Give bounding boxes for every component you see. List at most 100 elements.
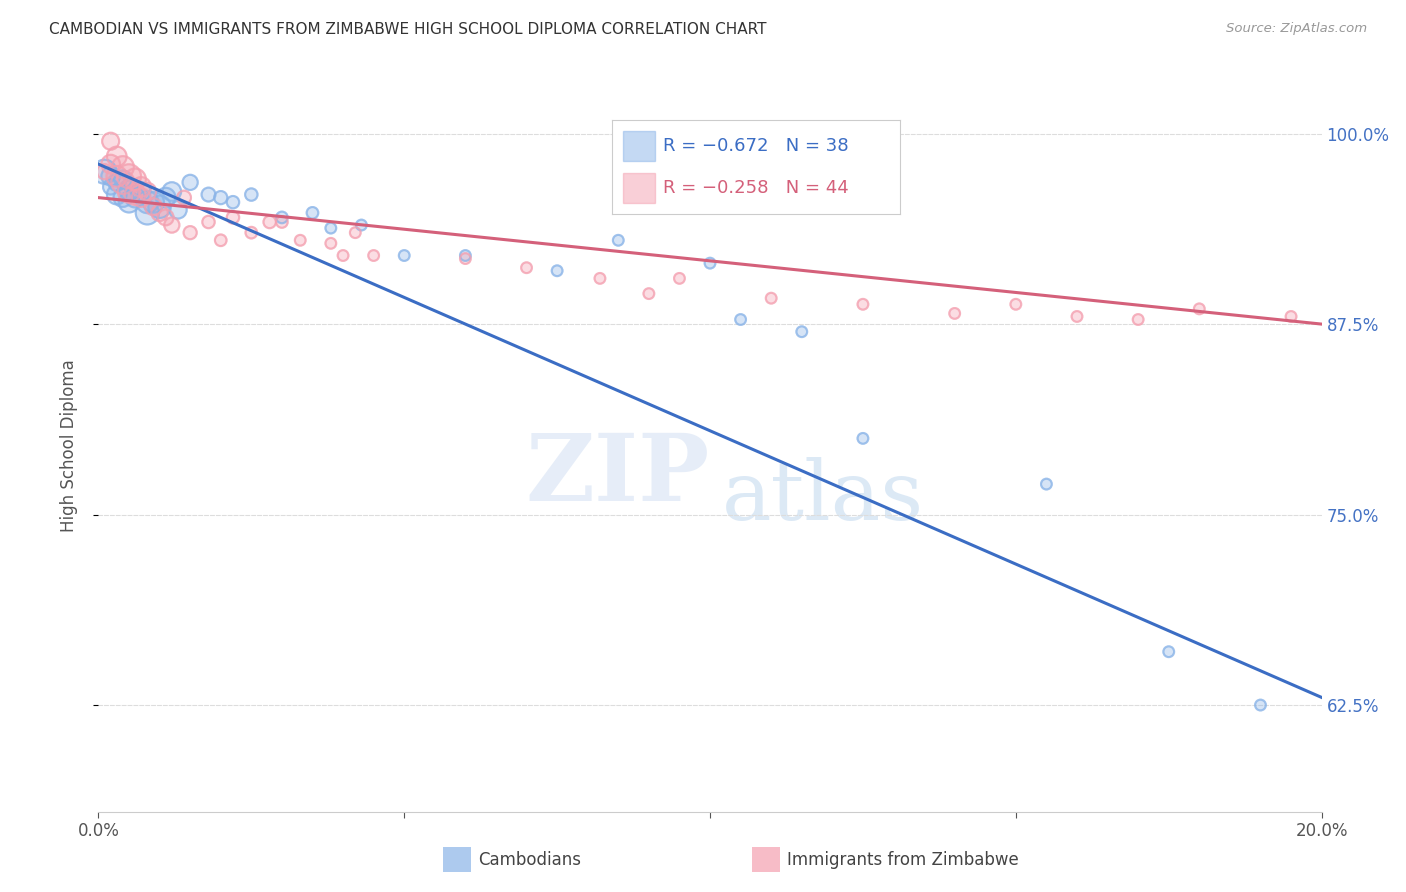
Point (301, 206, 323, 220)
Point (111, 172, 134, 186)
Point (105, 175, 128, 189)
Point (350, 218, 373, 232)
Point (516, 260, 538, 275)
Point (155, 211, 177, 225)
Point (142, 195, 165, 210)
Point (454, 252, 477, 266)
Point (852, 297, 875, 311)
Point (259, 215, 281, 229)
Point (118, 185, 141, 199)
Point (136, 185, 159, 199)
Point (105, 169, 128, 184)
Point (852, 297, 875, 311)
Point (136, 185, 159, 199)
Point (1066, 310, 1088, 324)
Point (943, 306, 966, 320)
Point (259, 215, 281, 229)
Point (589, 271, 612, 285)
Point (319, 221, 342, 235)
Point (100, 134, 122, 148)
Point (270, 211, 292, 225)
Point (209, 191, 232, 205)
Point (363, 248, 385, 262)
Point (1249, 698, 1271, 712)
Point (111, 175, 134, 189)
Point (118, 183, 141, 197)
Point (167, 202, 190, 217)
Point (668, 271, 690, 285)
Point (222, 195, 245, 210)
Point (209, 233, 232, 247)
Point (332, 248, 354, 262)
Point (111, 175, 134, 189)
Point (319, 221, 342, 235)
Point (149, 200, 172, 214)
Point (852, 431, 875, 445)
Point (173, 191, 195, 205)
Point (454, 248, 477, 262)
Point (160, 185, 183, 199)
Point (105, 169, 128, 184)
Point (129, 185, 152, 199)
Point (124, 187, 146, 202)
Point (124, 187, 146, 202)
Point (392, 248, 416, 262)
Text: Immigrants from Zimbabwe: Immigrants from Zimbabwe (787, 851, 1019, 869)
Point (270, 215, 292, 229)
Point (129, 185, 152, 199)
Point (943, 306, 966, 320)
Point (129, 180, 152, 194)
Point (546, 264, 568, 278)
Point (301, 206, 323, 220)
Point (1157, 645, 1180, 659)
Point (111, 160, 134, 174)
Point (179, 226, 201, 240)
Point (546, 264, 568, 278)
Point (270, 215, 292, 229)
Point (350, 218, 373, 232)
Bar (623, 131, 655, 161)
Point (197, 187, 219, 202)
Point (852, 431, 875, 445)
Point (179, 175, 201, 189)
Point (454, 252, 477, 266)
Y-axis label: High School Diploma: High School Diploma (59, 359, 77, 533)
Point (100, 157, 122, 171)
Point (1249, 698, 1271, 712)
Point (100, 180, 122, 194)
Point (240, 226, 263, 240)
Point (118, 169, 141, 184)
Point (1188, 301, 1211, 316)
Point (290, 233, 312, 247)
Point (270, 211, 292, 225)
Text: atlas: atlas (723, 458, 924, 537)
Point (730, 312, 752, 326)
Point (136, 195, 159, 210)
Point (637, 286, 661, 301)
Point (167, 202, 190, 217)
Point (124, 191, 146, 205)
Point (149, 206, 172, 220)
Point (607, 233, 630, 247)
Text: Source: ZipAtlas.com: Source: ZipAtlas.com (1226, 22, 1367, 36)
Point (105, 149, 128, 163)
Point (93, 164, 115, 178)
Point (136, 206, 159, 220)
Point (124, 172, 146, 186)
Point (111, 191, 134, 205)
Point (100, 134, 122, 148)
Point (142, 195, 165, 210)
Point (240, 226, 263, 240)
Point (155, 211, 177, 225)
Point (129, 180, 152, 194)
Point (240, 187, 263, 202)
Point (332, 248, 354, 262)
Point (790, 325, 813, 339)
Point (290, 233, 312, 247)
Point (160, 218, 183, 232)
Point (516, 260, 538, 275)
Text: CAMBODIAN VS IMMIGRANTS FROM ZIMBABWE HIGH SCHOOL DIPLOMA CORRELATION CHART: CAMBODIAN VS IMMIGRANTS FROM ZIMBABWE HI… (49, 22, 766, 37)
Point (160, 218, 183, 232)
Point (93, 164, 115, 178)
Point (699, 256, 721, 270)
